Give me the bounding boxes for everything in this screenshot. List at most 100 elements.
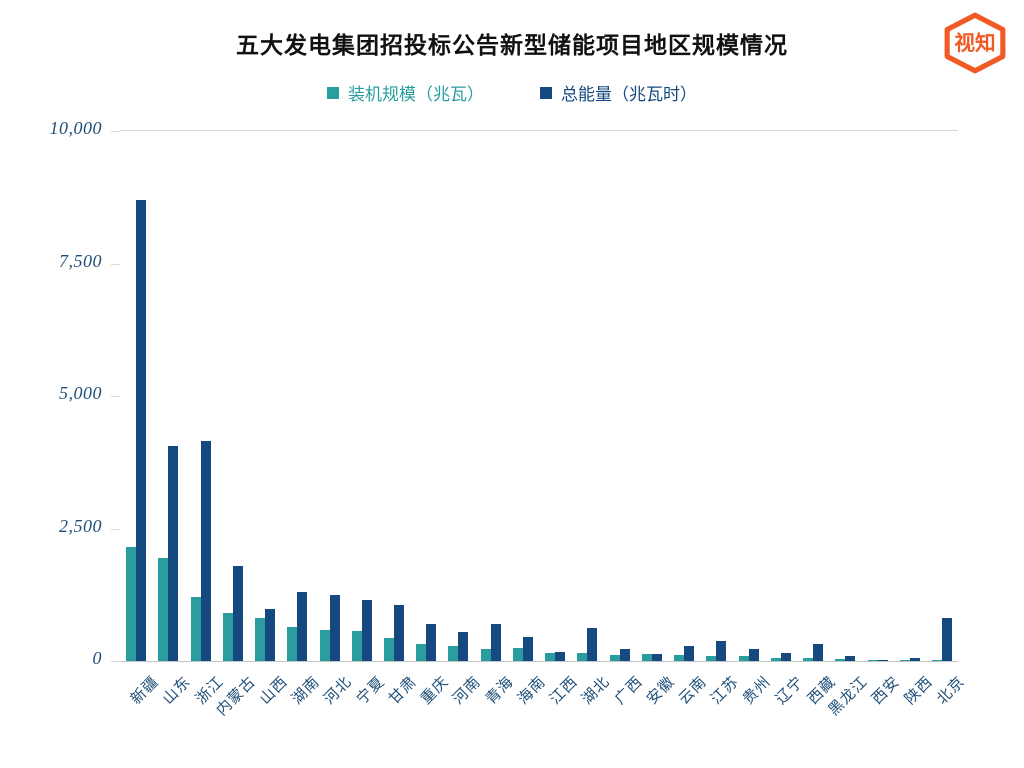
bar-group: [281, 131, 313, 661]
bar-installed-capacity: [770, 657, 781, 661]
bar-installed-capacity: [480, 648, 491, 661]
x-axis-label: 北京: [934, 673, 969, 708]
y-tick-label: 0: [92, 648, 102, 668]
bar-total-energy: [232, 565, 243, 661]
legend-item-total-energy: 总能量（兆瓦时）: [540, 80, 697, 105]
bar-total-energy: [813, 643, 824, 661]
bar-group: [700, 131, 732, 661]
bar-group: [539, 131, 571, 661]
bar-installed-capacity: [190, 597, 201, 661]
bar-installed-capacity: [351, 630, 362, 661]
legend-swatch-navy-icon: [540, 86, 552, 99]
bar-total-energy: [426, 623, 437, 661]
y-axis-tick: [111, 396, 120, 397]
x-axis-label: 重庆: [418, 673, 453, 708]
x-axis-label: 山西: [257, 673, 292, 708]
bar-total-energy: [684, 646, 695, 661]
bar-total-energy: [393, 605, 404, 661]
bar-group: [313, 131, 345, 661]
x-axis-label: 河北: [321, 673, 356, 708]
bar-group: [442, 131, 474, 661]
x-axis-labels: 新疆 山东 浙江 内蒙古 山西 湖南 河北 宁夏 甘肃 重庆 河南 青海 海南 江西 湖北 广西 安徽 云南 江苏贵…: [120, 661, 968, 761]
bar-total-energy: [651, 654, 662, 661]
legend: 装机规模（兆瓦） 总能量（兆瓦时）: [0, 80, 1024, 105]
bar-installed-capacity: [416, 643, 427, 661]
bar-total-energy: [845, 656, 856, 661]
plot-area: 新疆 山东 浙江 内蒙古 山西 湖南 河北 宁夏 甘肃 重庆 河南 青海 海南 江西 湖北 广西 安徽 云南 江苏贵…: [111, 130, 968, 719]
bar-group: [184, 131, 216, 661]
x-axis-label: 贵州: [740, 673, 775, 708]
y-tick-label: 7,500: [59, 250, 102, 271]
bar-group: [894, 131, 926, 661]
x-axis-label: 辽宁: [772, 673, 807, 708]
bars-container: [120, 131, 958, 661]
x-axis-label: 山东: [160, 673, 195, 708]
bar-total-energy: [716, 640, 727, 661]
x-axis-label: 湖北: [579, 673, 614, 708]
bar-total-energy: [200, 441, 211, 661]
bar-total-energy: [780, 652, 791, 661]
bar-group: [410, 131, 442, 661]
logo-hexagon-icon: [944, 12, 1006, 74]
y-tick-label: 10,000: [49, 118, 102, 138]
bar-group: [217, 131, 249, 661]
bar-group: [636, 131, 668, 661]
x-axis-label: 安徽: [643, 673, 678, 708]
bar-group: [475, 131, 507, 661]
bar-installed-capacity: [287, 626, 298, 661]
x-axis-label: 青海: [482, 673, 517, 708]
y-tick-label: 2,500: [59, 515, 102, 536]
x-axis-label: 宁夏: [353, 673, 388, 708]
bar-total-energy: [941, 617, 952, 661]
bar-total-energy: [361, 600, 372, 661]
bar-total-energy: [619, 648, 630, 661]
x-axis-label: 广西: [611, 673, 646, 708]
bar-group: [378, 131, 410, 661]
x-axis-label: 新疆: [128, 673, 163, 708]
x-axis-label: 海南: [515, 673, 550, 708]
bar-total-energy: [909, 658, 920, 661]
bar-installed-capacity: [674, 655, 685, 661]
bar-group: [732, 131, 764, 661]
y-axis-tick: [111, 263, 120, 265]
legend-label-total-energy: 总能量（兆瓦时）: [561, 85, 697, 104]
bar-group: [765, 131, 797, 661]
bar-group: [926, 131, 958, 661]
bar-total-energy: [136, 199, 147, 661]
bar-group: [346, 131, 378, 661]
bar-total-energy: [265, 609, 276, 661]
bar-group: [120, 131, 152, 661]
bar-installed-capacity: [609, 654, 620, 661]
brand-logo: 视知: [944, 12, 1006, 74]
bar-installed-capacity: [222, 613, 233, 661]
bar-total-energy: [877, 659, 888, 661]
bar-group: [668, 131, 700, 661]
x-axis-label: 云南: [676, 673, 711, 708]
bar-installed-capacity: [577, 653, 588, 661]
bar-installed-capacity: [931, 660, 942, 661]
x-axis-label: 甘肃: [386, 673, 421, 708]
bar-installed-capacity: [641, 654, 652, 661]
y-axis-tick: [111, 661, 120, 662]
bar-total-energy: [168, 446, 179, 661]
bar-group: [571, 131, 603, 661]
bar-total-energy: [555, 652, 566, 661]
x-axis-label: 江苏: [708, 673, 743, 708]
bar-installed-capacity: [738, 656, 749, 661]
x-axis-label: 湖南: [289, 673, 324, 708]
bar-installed-capacity: [448, 646, 459, 661]
bar-installed-capacity: [835, 658, 846, 661]
y-axis: 0 2,500 5,000 7,500 10,000: [0, 118, 102, 668]
bar-installed-capacity: [319, 630, 330, 661]
bar-group: [829, 131, 861, 661]
y-tick-label: 5,000: [59, 383, 102, 403]
legend-label-installed-capacity: 装机规模（兆瓦）: [348, 85, 484, 104]
bar-installed-capacity: [545, 652, 556, 661]
bar-total-energy: [587, 628, 598, 661]
bar-group: [604, 131, 636, 661]
bar-group: [861, 131, 893, 661]
y-axis-tick: [111, 131, 120, 132]
logo-text: 视知: [954, 31, 995, 55]
bar-installed-capacity: [867, 659, 878, 661]
